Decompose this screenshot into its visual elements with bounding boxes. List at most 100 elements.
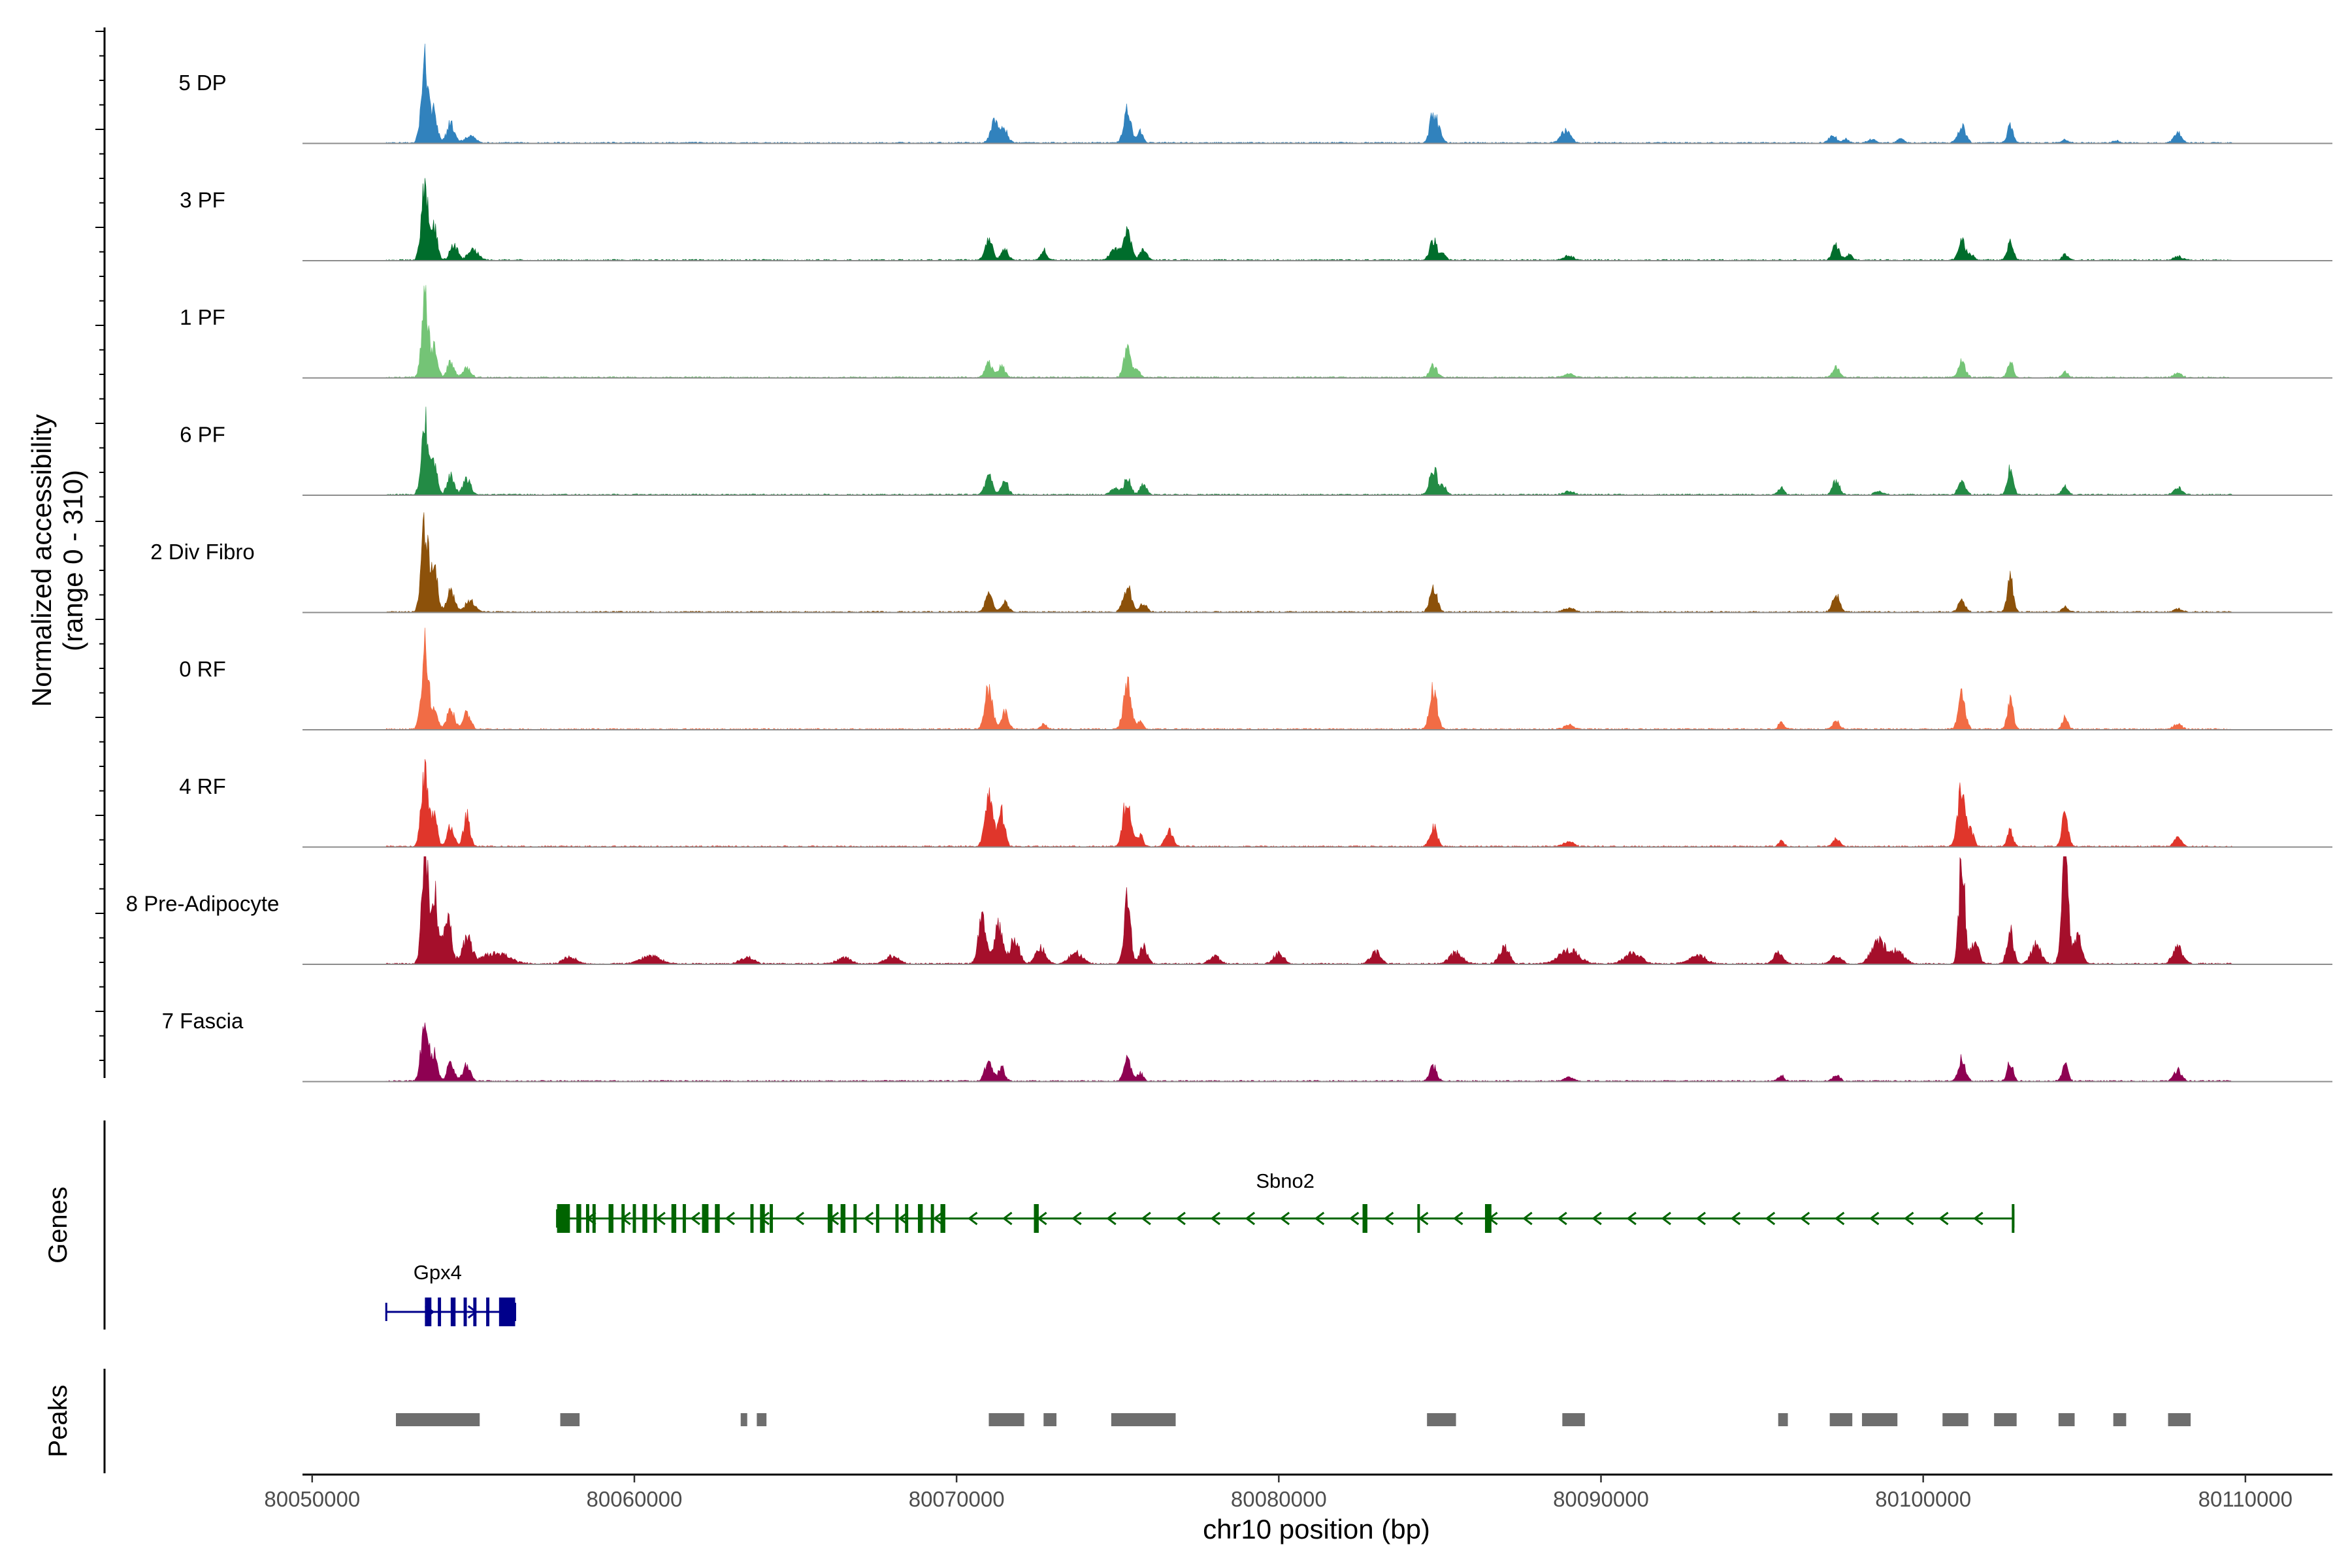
strand-chevron — [1383, 1211, 1394, 1226]
coverage-track: 0 RF — [179, 627, 2332, 730]
x-tick-label: 80070000 — [909, 1487, 1005, 1511]
coverage-area — [385, 285, 2233, 378]
peak-region — [1778, 1413, 1788, 1426]
strand-chevron — [1210, 1211, 1220, 1226]
strand-chevron — [1730, 1211, 1741, 1226]
gene-exon — [463, 1298, 467, 1326]
coverage-track: 4 RF — [179, 759, 2332, 848]
gene-exon — [1417, 1204, 1420, 1233]
peak-region — [1562, 1413, 1585, 1426]
gene-exon — [905, 1204, 909, 1233]
x-tick-label: 80080000 — [1231, 1487, 1327, 1511]
peak-region — [2168, 1413, 2191, 1426]
coverage-area — [385, 512, 2233, 613]
strand-chevron — [1592, 1211, 1602, 1226]
gene-exon — [585, 1204, 589, 1233]
track-label: 3 PF — [180, 188, 225, 212]
strand-chevron — [1834, 1211, 1845, 1226]
gene-label: Gpx4 — [414, 1261, 462, 1284]
gene-exon — [557, 1204, 570, 1233]
strand-chevron — [1141, 1211, 1151, 1226]
coverage-area — [385, 856, 2233, 965]
track-label: 6 PF — [180, 423, 225, 447]
peak-region — [988, 1413, 1024, 1426]
strand-chevron — [1626, 1211, 1637, 1226]
strand-chevron — [1418, 1211, 1429, 1226]
peaks-panel-title: Peaks — [44, 1384, 73, 1457]
coverage-tracks: 5 DP 3 PF 1 PF 6 PF 2 Div Fibro 0 RF 4 RF 8 Pre… — [126, 43, 2332, 1083]
peak-region — [560, 1413, 580, 1426]
y-axis-title: Normalized accessibility — [26, 414, 57, 707]
gene-exon — [840, 1204, 845, 1233]
coverage-area — [385, 406, 2233, 496]
peak-region — [1942, 1413, 1968, 1426]
strand-chevron — [1869, 1211, 1880, 1226]
gene-model: Sbno2 — [556, 1169, 2015, 1233]
coverage-area — [385, 759, 2233, 848]
track-label: 2 Div Fibro — [150, 540, 255, 564]
x-axis: 80050000 80060000 80070000 80080000 80090000… — [264, 1475, 2293, 1511]
x-tick-label: 80060000 — [587, 1487, 683, 1511]
y-axis-range: (range 0 - 310) — [57, 470, 88, 651]
strand-chevron — [725, 1211, 735, 1226]
gene-exon — [715, 1204, 720, 1233]
strand-chevron — [1453, 1211, 1463, 1226]
strand-chevron — [690, 1211, 700, 1226]
gene-exon — [653, 1204, 657, 1233]
gene-exon — [608, 1204, 613, 1233]
gene-exon — [425, 1298, 432, 1326]
strand-chevron — [1002, 1211, 1013, 1226]
gene-exon — [642, 1204, 647, 1233]
track-label: 5 DP — [178, 71, 226, 95]
strand-chevron — [1522, 1211, 1533, 1226]
gene-label: Sbno2 — [1256, 1169, 1315, 1192]
coverage-track: 8 Pre-Adipocyte — [126, 856, 2332, 965]
strand-chevron — [1245, 1211, 1256, 1226]
gene-exon — [702, 1204, 709, 1233]
peak-region — [1829, 1413, 1853, 1426]
gene-exon — [875, 1204, 879, 1233]
peak-region — [396, 1413, 480, 1426]
strand-chevron — [1557, 1211, 1567, 1226]
peak-region — [1994, 1413, 2017, 1426]
coverage-track: 2 Div Fibro — [150, 512, 2332, 613]
coverage-track: 3 PF — [180, 178, 2332, 261]
gene-exon — [1362, 1204, 1367, 1233]
strand-chevron — [1348, 1211, 1360, 1226]
gene-exon — [576, 1204, 581, 1233]
peak-region — [1861, 1413, 1898, 1426]
coverage-area — [385, 1022, 2233, 1082]
gene-exon — [750, 1204, 754, 1233]
strand-chevron — [1314, 1211, 1325, 1226]
gene-exon — [770, 1204, 774, 1233]
peak-regions — [396, 1413, 2191, 1426]
coverage-track: 7 Fascia — [162, 1009, 2332, 1083]
peak-region — [757, 1413, 767, 1426]
gene-exon — [621, 1204, 625, 1233]
strand-chevron — [1695, 1211, 1706, 1226]
gene-exon — [930, 1204, 934, 1233]
peak-region — [1427, 1413, 1456, 1426]
gene-exon — [486, 1298, 490, 1326]
strand-chevron — [968, 1211, 978, 1226]
track-label: 1 PF — [180, 305, 225, 329]
gene-exon — [498, 1298, 515, 1326]
strand-chevron — [1279, 1211, 1290, 1226]
gene-exon — [1034, 1204, 1039, 1233]
gene-model: Gpx4 — [385, 1261, 516, 1326]
strand-chevron — [1175, 1211, 1186, 1226]
coverage-track: 6 PF — [180, 406, 2332, 496]
strand-chevron — [1071, 1211, 1082, 1226]
gene-exon — [438, 1298, 442, 1326]
coverage-track: 5 DP — [178, 43, 2332, 144]
strand-chevron — [932, 1211, 943, 1226]
peak-region — [2058, 1413, 2075, 1426]
x-tick-label: 80050000 — [264, 1487, 360, 1511]
gene-exon — [682, 1204, 686, 1233]
peak-region — [1111, 1413, 1176, 1426]
genes-panel-title: Genes — [44, 1186, 73, 1264]
strand-chevron — [655, 1211, 666, 1226]
gene-exon — [853, 1204, 857, 1233]
track-label: 8 Pre-Adipocyte — [126, 892, 280, 916]
